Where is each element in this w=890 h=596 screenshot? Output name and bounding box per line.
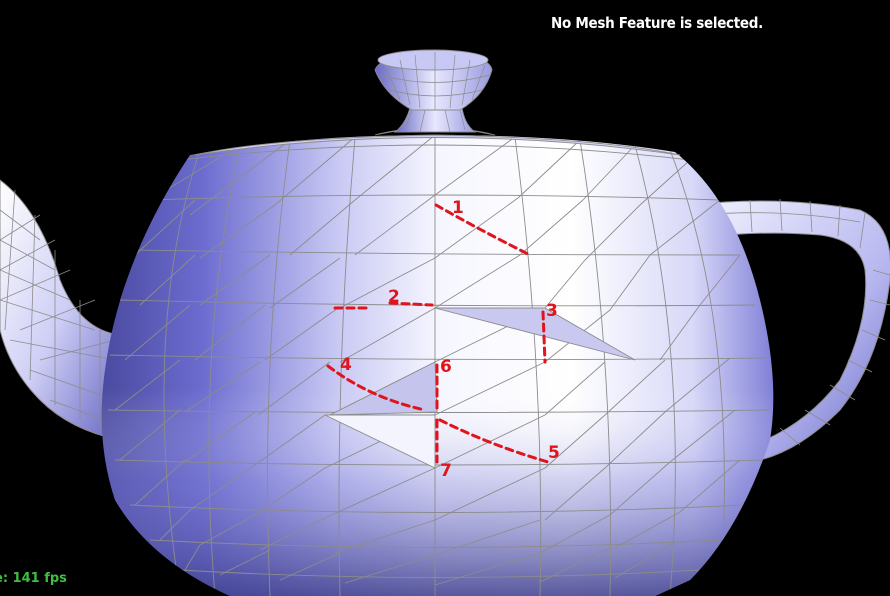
teapot-spout [0,179,126,441]
annotation-label-2: 2 [388,287,400,307]
annotation-label-6: 6 [440,357,452,377]
annotation-label-1: 1 [452,198,464,218]
annotation-label-3: 3 [546,301,558,321]
annotation-labels: 1 2 3 4 5 6 7 [340,198,560,481]
annotation-label-7: 7 [440,461,452,481]
teapot-knob [374,49,493,133]
annotation-label-4: 4 [340,355,352,375]
selection-status-text: No Mesh Feature is selected. [551,14,763,32]
highlighted-triangle-lower[interactable] [329,361,438,416]
framerate-readout: e: 141 fps [0,571,67,586]
annotation-label-5: 5 [548,443,560,463]
red-annotations [326,203,550,464]
framerate-text: e: 141 fps [0,571,67,586]
highlighted-triangle-upper[interactable] [434,307,636,361]
